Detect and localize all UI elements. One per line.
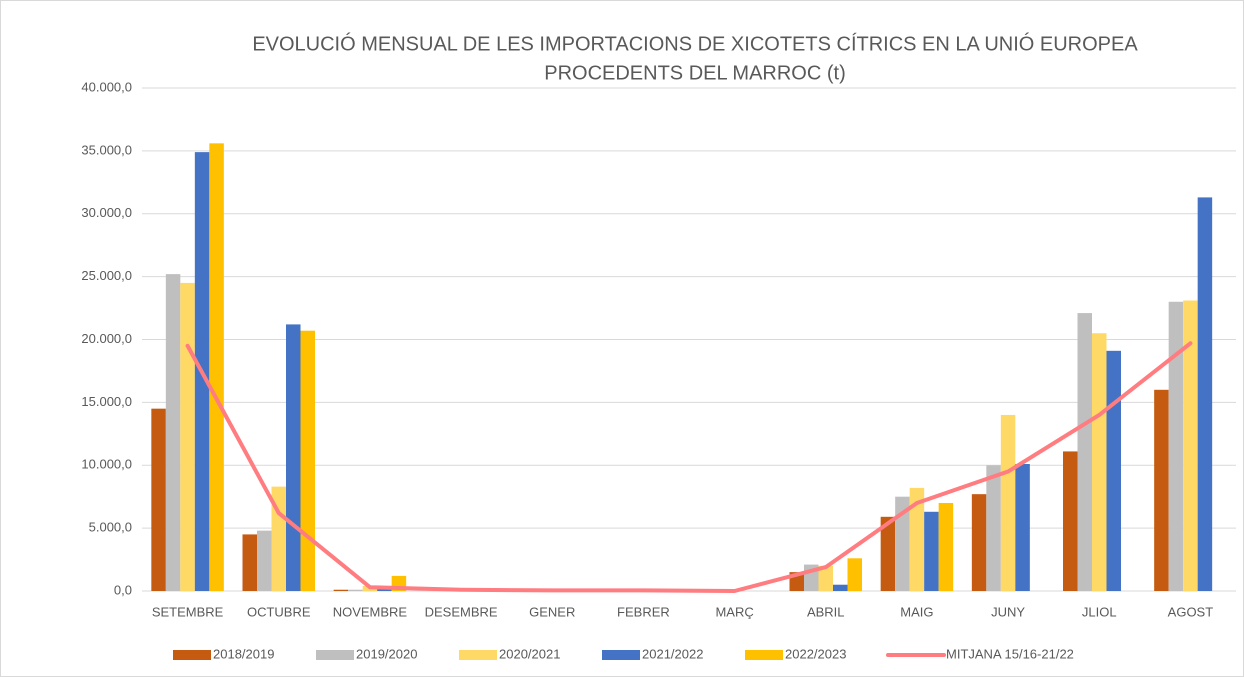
y-tick-label: 0,0 (114, 582, 132, 597)
x-tick-label: ABRIL (807, 604, 845, 619)
y-tick-label: 10.000,0 (81, 457, 132, 472)
y-tick-label: 30.000,0 (81, 205, 132, 220)
x-tick-label: AGOST (1168, 604, 1214, 619)
y-tick-label: 5.000,0 (89, 520, 132, 535)
legend-swatch (745, 650, 783, 660)
legend-label: 2022/2023 (785, 646, 846, 661)
bar (1154, 389, 1169, 591)
legend-label: MITJANA 15/16-21/22 (946, 646, 1074, 661)
bar (909, 487, 925, 591)
bar (1063, 451, 1078, 591)
chart-title: PROCEDENTS DEL MARROC (t) (544, 62, 846, 84)
legend-label: 2018/2019 (213, 646, 274, 661)
legend-swatch (173, 650, 211, 660)
bar (1197, 197, 1213, 591)
bar (1000, 414, 1016, 591)
bar (986, 465, 1001, 591)
chart-title: EVOLUCIÓ MENSUAL DE LES IMPORTACIONS DE … (252, 32, 1138, 55)
y-tick-label: 40.000,0 (81, 79, 132, 94)
y-tick-label: 35.000,0 (81, 142, 132, 157)
bar (847, 558, 862, 591)
x-tick-label: JUNY (991, 604, 1025, 619)
x-tick-label: FEBRER (617, 604, 670, 619)
legend-swatch (602, 650, 640, 660)
legend-label: 2020/2021 (499, 646, 560, 661)
bar (333, 589, 349, 591)
legend-swatch (316, 650, 354, 660)
bar (818, 565, 833, 591)
x-tick-label: JLIOL (1082, 604, 1117, 619)
bar (257, 530, 272, 591)
bar (1015, 463, 1030, 591)
bar (1077, 313, 1092, 591)
bar (209, 143, 224, 591)
bar (300, 330, 315, 591)
y-tick-label: 25.000,0 (81, 268, 132, 283)
bar (833, 584, 848, 591)
x-tick-label: SETEMBRE (152, 604, 224, 619)
line (185, 341, 1193, 593)
x-tick-label: DESEMBRE (425, 604, 498, 619)
bar (1106, 350, 1121, 591)
bar (924, 511, 939, 591)
bar (971, 494, 987, 591)
bar (348, 589, 363, 591)
x-tick-label: MAIG (900, 604, 933, 619)
bar (151, 408, 166, 591)
x-tick-label: GENER (529, 604, 575, 619)
bar (1092, 333, 1107, 591)
bar (880, 516, 896, 591)
bar (938, 502, 954, 591)
legend-label: 2021/2022 (642, 646, 703, 661)
legend-swatch (459, 650, 497, 660)
x-tick-label: NOVEMBRE (333, 604, 408, 619)
y-tick-label: 20.000,0 (81, 331, 132, 346)
bar (165, 274, 181, 591)
x-tick-label: MARÇ (715, 604, 753, 619)
bar (286, 324, 301, 591)
x-tick-label: OCTUBRE (247, 604, 311, 619)
bar (1183, 300, 1198, 591)
legend-label: 2019/2020 (356, 646, 417, 661)
bar (180, 282, 195, 591)
bar (242, 534, 257, 591)
bar (1168, 301, 1184, 591)
bar (271, 486, 286, 591)
bar (895, 496, 910, 591)
y-tick-label: 15.000,0 (81, 394, 132, 409)
